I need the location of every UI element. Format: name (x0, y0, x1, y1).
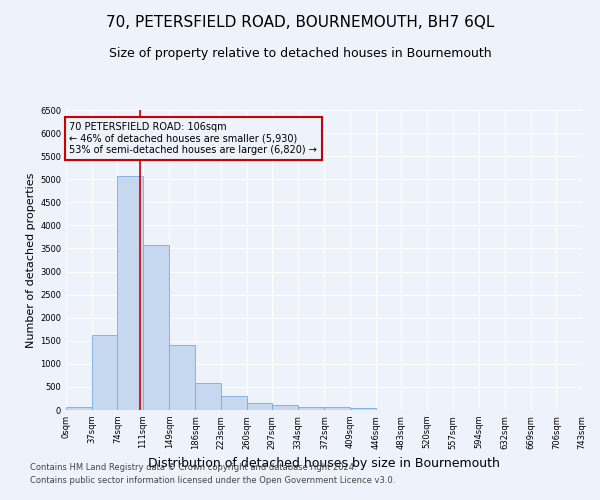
Bar (221, 396, 247, 410)
Text: Contains public sector information licensed under the Open Government Licence v3: Contains public sector information licen… (30, 476, 395, 485)
Bar (272, 406, 298, 410)
Bar (195, 384, 221, 410)
Bar (247, 403, 272, 410)
X-axis label: Distribution of detached houses by size in Bournemouth: Distribution of detached houses by size … (148, 457, 500, 470)
Text: 70 PETERSFIELD ROAD: 106sqm
← 46% of detached houses are smaller (5,930)
53% of : 70 PETERSFIELD ROAD: 106sqm ← 46% of det… (70, 122, 317, 154)
Text: Size of property relative to detached houses in Bournemouth: Size of property relative to detached ho… (109, 48, 491, 60)
Bar (143, 245, 169, 410)
Bar (298, 406, 325, 410)
Text: 70, PETERSFIELD ROAD, BOURNEMOUTH, BH7 6QL: 70, PETERSFIELD ROAD, BOURNEMOUTH, BH7 6… (106, 15, 494, 30)
Bar (66, 406, 92, 410)
Y-axis label: Number of detached properties: Number of detached properties (26, 172, 36, 348)
Bar (92, 335, 118, 410)
Bar (325, 406, 350, 410)
Text: Contains HM Land Registry data © Crown copyright and database right 2024.: Contains HM Land Registry data © Crown c… (30, 462, 356, 471)
Bar (350, 408, 376, 410)
Bar (118, 176, 143, 410)
Bar (169, 346, 195, 410)
